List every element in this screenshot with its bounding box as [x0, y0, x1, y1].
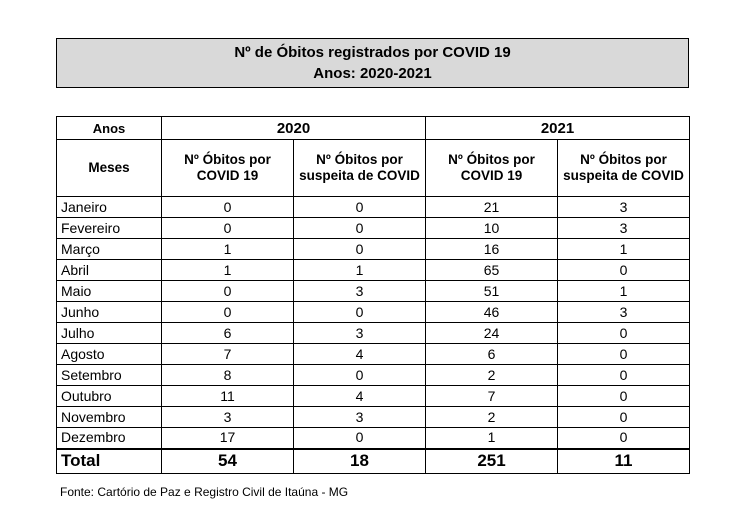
cell-2021-suspeita: 3 [557, 196, 690, 218]
cell-2021-suspeita: 3 [557, 217, 690, 239]
month-cell: Novembro [56, 406, 162, 428]
cell-2021-covid: 21 [425, 196, 558, 218]
report-subtitle: Anos: 2020-2021 [313, 65, 432, 82]
total-2020-covid: 54 [161, 448, 294, 474]
cell-2020-covid: 3 [161, 406, 294, 428]
cell-2020-covid: 1 [161, 259, 294, 281]
cell-2020-suspeita: 0 [293, 364, 426, 386]
cell-2020-suspeita: 4 [293, 343, 426, 365]
month-cell: Julho [56, 322, 162, 344]
cell-2020-suspeita: 0 [293, 301, 426, 323]
month-cell: Março [56, 238, 162, 260]
anos-label: Anos [56, 116, 162, 140]
cell-2021-suspeita: 1 [557, 238, 690, 260]
cell-2020-suspeita: 0 [293, 196, 426, 218]
month-cell: Maio [56, 280, 162, 302]
cell-2020-covid: 1 [161, 238, 294, 260]
total-2021-suspeita: 11 [557, 448, 690, 474]
cell-2021-covid: 16 [425, 238, 558, 260]
cell-2021-covid: 10 [425, 217, 558, 239]
cell-2020-covid: 7 [161, 343, 294, 365]
month-cell: Junho [56, 301, 162, 323]
cell-2020-suspeita: 3 [293, 406, 426, 428]
cell-2021-suspeita: 0 [557, 427, 690, 450]
source-note: Fonte: Cartório de Paz e Registro Civil … [60, 485, 349, 499]
cell-2021-suspeita: 1 [557, 280, 690, 302]
total-2021-covid: 251 [425, 448, 558, 474]
table-row: Abril 1 1 65 0 [56, 259, 690, 281]
cell-2021-covid: 6 [425, 343, 558, 365]
cell-2020-covid: 8 [161, 364, 294, 386]
cell-2020-covid: 0 [161, 301, 294, 323]
covid-deaths-table: Anos 2020 2021 Meses Nº Óbitos por COVID… [56, 116, 690, 474]
month-cell: Abril [56, 259, 162, 281]
cell-2021-covid: 2 [425, 364, 558, 386]
month-cell: Fevereiro [56, 217, 162, 239]
cell-2021-suspeita: 3 [557, 301, 690, 323]
cell-2020-covid: 6 [161, 322, 294, 344]
col-2021-covid: Nº Óbitos por COVID 19 [425, 139, 558, 197]
month-cell: Agosto [56, 343, 162, 365]
meses-label: Meses [56, 139, 162, 197]
cell-2021-covid: 51 [425, 280, 558, 302]
total-2020-suspeita: 18 [293, 448, 426, 474]
cell-2020-suspeita: 4 [293, 385, 426, 407]
table-row: Setembro 8 0 2 0 [56, 364, 690, 386]
cell-2021-covid: 24 [425, 322, 558, 344]
month-cell: Janeiro [56, 196, 162, 218]
cell-2021-suspeita: 0 [557, 343, 690, 365]
cell-2020-covid: 0 [161, 217, 294, 239]
cell-2021-covid: 46 [425, 301, 558, 323]
table-row: Outubro 11 4 7 0 [56, 385, 690, 407]
cell-2021-suspeita: 0 [557, 259, 690, 281]
year-2020-header: 2020 [161, 116, 426, 140]
table-row: Março 1 0 16 1 [56, 238, 690, 260]
report-title: Nº de Óbitos registrados por COVID 19 [234, 44, 511, 61]
table-row: Agosto 7 4 6 0 [56, 343, 690, 365]
table-row: Janeiro 0 0 21 3 [56, 196, 690, 218]
cell-2021-covid: 2 [425, 406, 558, 428]
year-header-row: Anos 2020 2021 [56, 116, 690, 140]
col-2020-suspeita: Nº Óbitos por suspeita de COVID [293, 139, 426, 197]
cell-2021-suspeita: 0 [557, 322, 690, 344]
cell-2020-suspeita: 3 [293, 280, 426, 302]
table-row: Fevereiro 0 0 10 3 [56, 217, 690, 239]
cell-2021-covid: 65 [425, 259, 558, 281]
cell-2021-suspeita: 0 [557, 406, 690, 428]
cell-2020-covid: 11 [161, 385, 294, 407]
cell-2020-covid: 17 [161, 427, 294, 450]
column-header-row: Meses Nº Óbitos por COVID 19 Nº Óbitos p… [56, 139, 690, 197]
cell-2021-suspeita: 0 [557, 385, 690, 407]
cell-2020-covid: 0 [161, 280, 294, 302]
cell-2020-suspeita: 0 [293, 427, 426, 450]
year-2021-header: 2021 [425, 116, 690, 140]
report-title-box: Nº de Óbitos registrados por COVID 19 An… [56, 38, 689, 88]
col-2021-suspeita: Nº Óbitos por suspeita de COVID [557, 139, 690, 197]
cell-2020-suspeita: 1 [293, 259, 426, 281]
cell-2021-covid: 7 [425, 385, 558, 407]
table-row: Maio 0 3 51 1 [56, 280, 690, 302]
table-row: Novembro 3 3 2 0 [56, 406, 690, 428]
cell-2021-suspeita: 0 [557, 364, 690, 386]
month-cell: Setembro [56, 364, 162, 386]
total-label: Total [56, 448, 162, 474]
cell-2021-covid: 1 [425, 427, 558, 450]
total-row: Total 54 18 251 11 [56, 448, 690, 474]
month-cell: Outubro [56, 385, 162, 407]
table-row: Junho 0 0 46 3 [56, 301, 690, 323]
cell-2020-suspeita: 0 [293, 238, 426, 260]
cell-2020-suspeita: 3 [293, 322, 426, 344]
table-row: Dezembro 17 0 1 0 [56, 427, 690, 450]
cell-2020-suspeita: 0 [293, 217, 426, 239]
col-2020-covid: Nº Óbitos por COVID 19 [161, 139, 294, 197]
table-row: Julho 6 3 24 0 [56, 322, 690, 344]
cell-2020-covid: 0 [161, 196, 294, 218]
month-cell: Dezembro [56, 427, 162, 450]
